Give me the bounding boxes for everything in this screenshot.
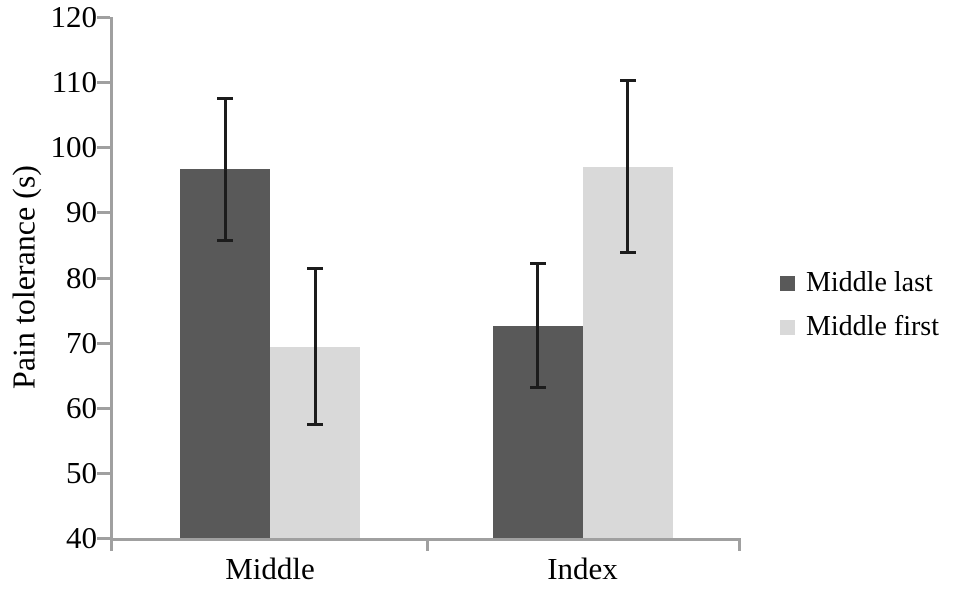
error-bar-line — [536, 263, 539, 389]
error-bar-cap-bottom — [217, 239, 233, 243]
y-tick-mark — [97, 276, 110, 280]
error-bar-line — [626, 80, 629, 254]
y-tick-mark — [97, 341, 110, 345]
legend-label: Middle last — [806, 267, 933, 298]
legend-item: Middle first — [780, 311, 939, 343]
y-tick-label: 110 — [51, 64, 97, 100]
y-tick-mark — [97, 146, 110, 150]
legend-swatch — [780, 275, 795, 291]
y-tick-label: 80 — [66, 259, 97, 295]
error-bar-cap-top — [307, 267, 323, 271]
y-tick-label: 120 — [50, 0, 98, 34]
y-tick-label: 90 — [66, 194, 97, 230]
y-tick-label: 40 — [66, 520, 97, 555]
x-tick-mark — [738, 538, 741, 551]
y-tick-label: 70 — [66, 324, 97, 360]
error-bar-cap-top — [619, 79, 636, 83]
y-tick-label: 50 — [66, 454, 97, 490]
error-bar-cap-bottom — [529, 386, 546, 390]
y-tick-mark — [97, 471, 110, 475]
error-bar-cap-bottom — [619, 251, 636, 255]
x-tick-mark — [425, 538, 429, 551]
error-bar-cap-top — [217, 96, 233, 100]
y-tick-label: 60 — [66, 389, 97, 425]
y-tick-mark — [97, 211, 110, 215]
y-tick-mark — [97, 81, 110, 85]
x-category-label: Index — [547, 551, 618, 586]
y-tick-mark — [97, 406, 110, 410]
legend-label: Middle first — [806, 311, 939, 342]
x-tick-mark — [110, 538, 113, 551]
y-tick-mark — [97, 537, 110, 540]
y-tick-mark — [97, 16, 110, 19]
error-bar-line — [223, 97, 227, 242]
legend-swatch — [780, 319, 795, 335]
y-axis-line — [110, 17, 113, 541]
legend-item: Middle last — [780, 267, 933, 299]
error-bar-line — [313, 268, 317, 425]
error-bar-cap-top — [529, 262, 546, 266]
x-category-label: Middle — [225, 551, 315, 586]
error-bar-cap-bottom — [307, 422, 323, 426]
y-tick-label: 100 — [50, 129, 98, 165]
